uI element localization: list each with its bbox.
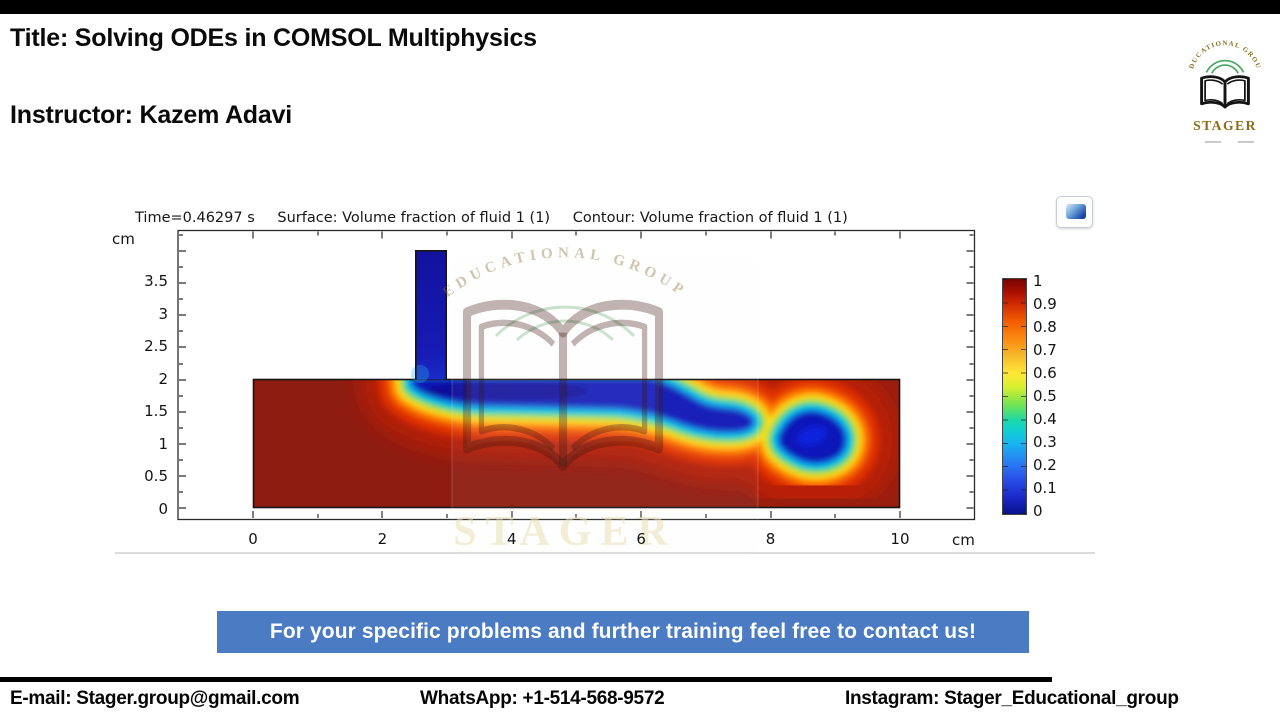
logo-name: STAGER: [1193, 118, 1257, 133]
x-axis-unit: cm: [952, 531, 975, 549]
colorbar-tick-label: 0.5: [1033, 387, 1057, 405]
colorbar-ticks-left: [1003, 279, 1008, 514]
contact-banner: For your specific problems and further t…: [217, 611, 1029, 653]
colorbar-tick-label: 0.1: [1033, 479, 1057, 497]
x-axis-tick-labels: 0 2 4 6 8 10: [236, 530, 917, 550]
y-tick-label: 1: [158, 434, 168, 453]
colorbar-tick-label: 0.7: [1033, 341, 1057, 359]
plot-surface-label: Surface: Volume fraction of fluid 1 (1): [277, 210, 551, 226]
colorbar-tick-label: 1: [1033, 272, 1043, 290]
watermark-name: STAGER: [453, 509, 677, 555]
y-tick-label: 3.5: [144, 272, 168, 290]
watermark-book-icon: [462, 299, 664, 471]
x-tick-label: 2: [377, 530, 388, 548]
colorbar-tick-label: 0.6: [1033, 364, 1057, 382]
contact-email: E-mail: Stager.group@gmail.com: [10, 688, 300, 709]
contact-whatsapp: WhatsApp: +1-514-568-9572: [420, 688, 665, 709]
colorbar-tick-label: 0.3: [1033, 433, 1057, 451]
decorative-dash: [1205, 141, 1221, 143]
y-tick-label: 0: [158, 499, 168, 518]
y-tick-label: 0.5: [144, 467, 168, 486]
plot-title: Time=0.46297 s Surface: Volume fraction …: [135, 210, 848, 226]
instructor-name: Instructor: Kazem Adavi: [10, 101, 293, 129]
logo-signal-arcs-icon: [1205, 59, 1245, 74]
y-tick-label: 1.5: [144, 402, 168, 421]
main-channel-field: [254, 380, 899, 508]
colorbar-tick-label: 0.2: [1033, 456, 1057, 474]
plot-time-label: Time=0.46297 s: [135, 210, 255, 226]
divider-line: [115, 552, 1095, 554]
decorative-dash: [1238, 141, 1254, 143]
x-tick-label: 4: [507, 530, 517, 548]
x-tick-label: 10: [890, 530, 910, 548]
colorbar: [1002, 278, 1027, 515]
page-title: Title: Solving ODEs in COMSOL Multiphysi…: [10, 24, 537, 52]
y-tick-label: 2: [158, 369, 168, 388]
y-axis-tick-labels: 3.5 3 2.5 2 1.5 1 0.5 0: [104, 272, 168, 518]
snapshot-icon[interactable]: [1056, 196, 1093, 228]
colorbar-tick-label: 0.8: [1033, 318, 1057, 336]
colorbar-ticks-right: [1021, 279, 1026, 514]
footer-divider: [0, 677, 1052, 682]
colorbar-tick-label: 0.4: [1033, 410, 1057, 428]
colorbar-tick-label: 0: [1033, 502, 1043, 520]
stager-logo: EDUCATIONAL GROUP STAGER: [1186, 34, 1261, 133]
contact-banner-text: For your specific problems and further t…: [269, 620, 977, 643]
open-book-icon: [1200, 75, 1250, 109]
main-channel-border: [252, 378, 901, 509]
inlet-channel-border: [415, 250, 447, 380]
plot-contour-label: Contour: Volume fraction of fluid 1 (1): [572, 210, 848, 226]
plot-frame: [177, 229, 976, 521]
x-tick-label: 0: [248, 530, 258, 548]
image-thumbnail-icon: [1066, 204, 1086, 219]
watermark-arcs-icon: [494, 305, 636, 342]
top-black-bar: [0, 0, 1280, 14]
y-axis-unit: cm: [112, 230, 135, 248]
contact-instagram: Instagram: Stager_Educational_group: [845, 688, 1179, 709]
colorbar-tick-label: 0.9: [1033, 295, 1057, 313]
y-tick-label: 3: [158, 304, 168, 323]
inlet-channel: [415, 250, 447, 380]
colorbar-labels: 1 0.9 0.8 0.7 0.6 0.5 0.4 0.3 0.2 0.1 0: [1033, 272, 1073, 520]
x-tick-label: 6: [636, 530, 646, 548]
x-tick-label: 8: [765, 530, 776, 548]
fluid2-plume: [411, 380, 846, 464]
axis-ticks: [179, 231, 974, 518]
y-tick-label: 2.5: [144, 337, 168, 356]
stager-watermark: EDUCATIONAL GROUP STAGER: [440, 245, 759, 557]
